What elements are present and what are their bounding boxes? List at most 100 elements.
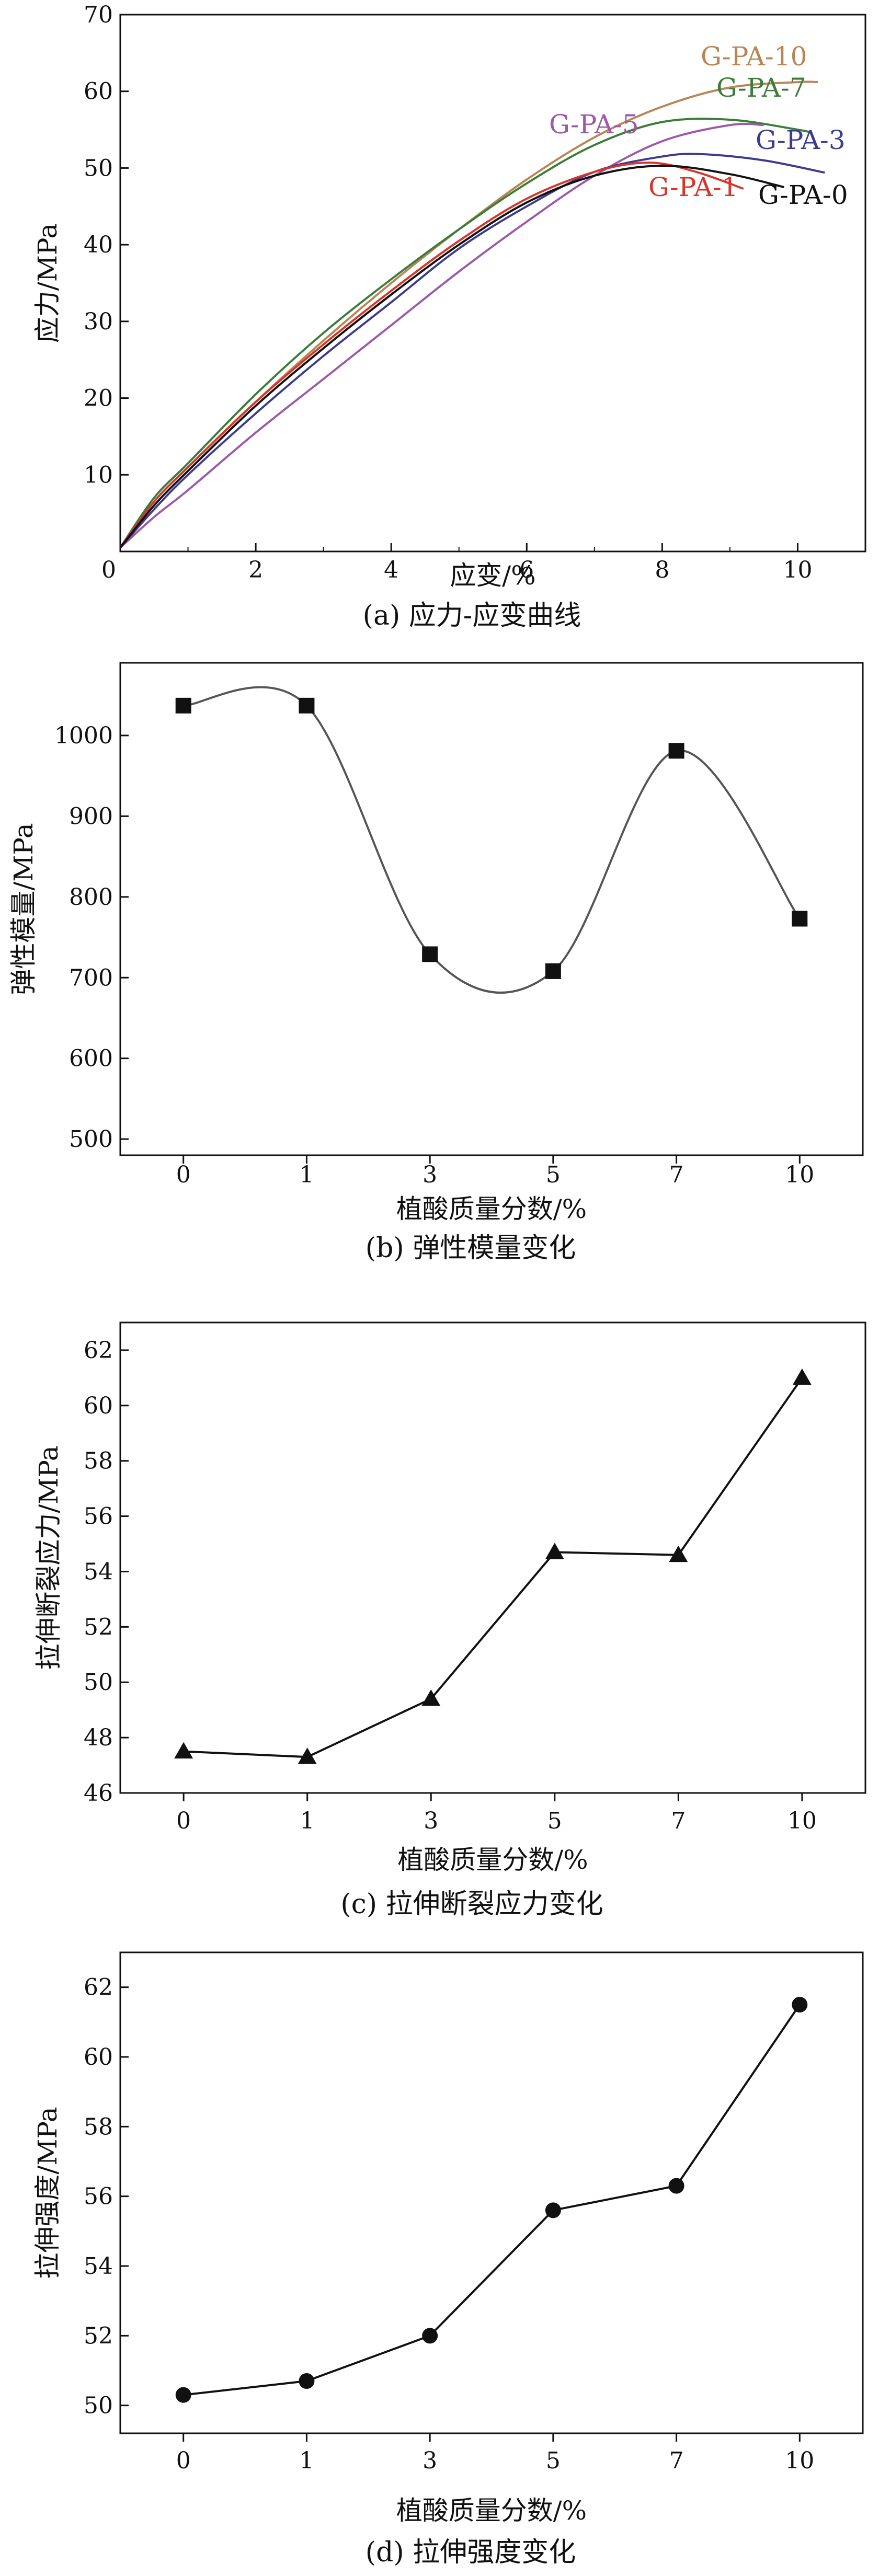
x-axis-title: 植酸质量分数/% [396,2496,587,2526]
series-line [183,2004,801,2396]
y-tick-label: 54 [84,2253,113,2280]
series-label: G-PA-1 [648,172,738,202]
y-tick-label: 10 [84,462,113,488]
data-point [545,2202,561,2218]
series-label: G-PA-3 [756,125,846,155]
y-tick-label: 52 [84,2322,113,2349]
y-tick-label: 62 [84,1974,113,2001]
y-axis-title: 应力/MPa [32,223,63,343]
data-point [175,2387,191,2403]
x-axis-title: 植酸质量分数/% [396,1194,587,1224]
x-tick-label: 1 [300,1808,315,1834]
x-tick-label: 10 [785,2447,814,2474]
x-tick-label: 0 [176,2447,191,2474]
series-line-g-pa-0 [119,165,785,548]
data-point [668,2178,684,2194]
data-point [668,743,684,759]
y-tick-label: 30 [84,308,113,335]
plot-frame [119,14,866,553]
y-tick-label: 500 [69,1126,113,1153]
y-tick-label: 900 [69,803,113,830]
y-tick-label: 48 [84,1724,113,1751]
x-tick-label: 10 [783,557,812,583]
data-point [299,2373,315,2389]
x-tick-label: 7 [671,1808,686,1834]
x-tick-label: 6 [519,557,534,583]
data-point [174,1742,193,1759]
series-label: G-PA-5 [549,109,639,140]
y-tick-label: 62 [84,1337,113,1364]
y-tick-label: 20 [84,385,113,412]
chart-tensile-strength: 50 52 54 56 58 60 62 0 1 3 5 7 10 植酸质量分数/% 拉伸强度/MPa (d)… [32,1951,864,2568]
y-tick-label: 50 [84,1669,113,1696]
x-tick-label: 5 [546,1162,561,1188]
series-line [184,1377,803,1758]
y-tick-label: 600 [69,1045,113,1072]
data-point [421,1689,441,1706]
series-label: G-PA-7 [716,73,806,103]
x-tick-label: 1 [299,1162,314,1188]
y-tick-label: 56 [84,2183,113,2210]
x-tick-label: 2 [248,557,263,583]
y-tick-label: 46 [84,1780,113,1807]
y-tick-label: 800 [69,884,113,911]
y-axis-title: 拉伸强度/MPa [32,2107,63,2279]
y-tick-label: 700 [69,964,113,991]
data-point [545,1543,564,1559]
data-point [422,2328,438,2344]
data-point [422,946,438,962]
y-axis-title: 弹性模量/MPa [8,823,39,995]
y-tick-label: 54 [84,1558,113,1585]
chart-caption: (a) 应力-应变曲线 [363,600,581,631]
y-tick-label: 1000 [54,722,113,749]
data-point [175,697,191,714]
x-tick-label: 8 [655,557,669,583]
x-tick-label: 7 [669,1162,684,1188]
chart-caption: (b) 弹性模量变化 [366,1233,576,1264]
x-tick-label: 3 [423,2447,437,2474]
origin-label: 0 [101,557,116,583]
y-tick-label: 60 [84,1393,113,1419]
x-tick-label: 0 [176,1162,191,1188]
y-tick-label: 56 [84,1503,113,1530]
x-tick-label: 10 [785,1162,814,1188]
y-tick-label: 58 [84,1448,113,1475]
y-tick-label: 40 [84,232,113,258]
x-axis-title: 应变/% [450,560,535,591]
series-line [183,686,801,994]
series-line-g-pa-5 [119,122,764,549]
data-point [669,1545,688,1562]
x-tick-label: 3 [424,1808,438,1834]
chart-caption: (c) 拉伸断裂应力变化 [340,1889,603,1920]
data-point [299,697,315,714]
chart-caption: (d) 拉伸强度变化 [366,2537,576,2568]
series-line-g-pa-7 [119,118,812,548]
x-axis-title: 植酸质量分数/% [397,1845,588,1875]
data-point [792,1368,812,1385]
chart-tensile-break-stress: 46 48 50 52 54 56 58 60 62 0 1 3 5 7 10 植酸质量分数/% 拉伸断裂应力/… [33,1321,866,1920]
series-label: G-PA-0 [758,180,848,210]
y-tick-label: 50 [84,2393,113,2419]
plot-frame [119,1321,866,1794]
data-point [545,963,561,979]
y-axis-title: 拉伸断裂应力/MPa [33,1445,64,1670]
y-tick-label: 52 [84,1614,113,1640]
y-tick-label: 58 [84,2113,113,2140]
chart-elastic-modulus: 500 600 700 800 900 1000 0 1 3 5 7 10 植酸质量分数/% 弹性模量/M… [8,662,864,1264]
x-tick-label: 4 [384,557,398,583]
series-line-g-pa-1 [119,162,744,548]
data-point [298,1747,317,1764]
x-tick-label: 3 [423,1162,437,1188]
x-tick-label: 5 [546,2447,561,2474]
x-tick-label: 10 [787,1808,817,1834]
x-tick-label: 1 [299,2447,314,2474]
data-point [792,1997,808,2012]
series-line-g-pa-10 [119,80,818,548]
x-tick-label: 7 [669,2447,684,2474]
y-tick-label: 50 [84,155,113,181]
x-tick-label: 0 [176,1808,191,1834]
plot-frame [119,662,864,1156]
y-tick-label: 60 [84,2044,113,2071]
y-tick-label: 70 [84,2,113,28]
